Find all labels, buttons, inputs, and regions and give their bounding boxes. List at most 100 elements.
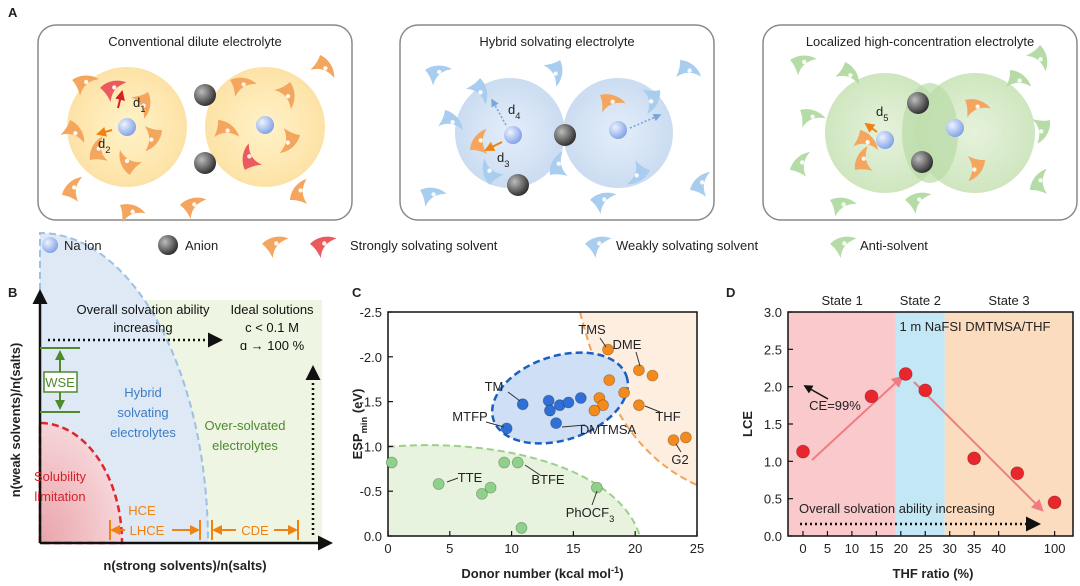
legend-label: Na ion bbox=[64, 238, 102, 253]
legend-label: Strongly solvating solvent bbox=[350, 238, 498, 253]
text-part: ESP bbox=[350, 433, 365, 459]
x-tick-label: 40 bbox=[991, 541, 1005, 556]
anion bbox=[194, 152, 216, 174]
solvent-body bbox=[274, 82, 295, 109]
anion bbox=[194, 84, 216, 106]
solvent-body bbox=[60, 120, 85, 143]
y-tick-label: 0.0 bbox=[364, 529, 382, 544]
text-part: min bbox=[359, 416, 369, 433]
solvent-dot bbox=[972, 167, 977, 172]
anti-region bbox=[388, 445, 640, 536]
solvent-dot bbox=[247, 154, 252, 159]
solvent-dot bbox=[274, 241, 279, 246]
solvent bbox=[642, 89, 661, 114]
state-region bbox=[788, 312, 896, 536]
data-point bbox=[550, 417, 562, 430]
x-tick-label: 5 bbox=[824, 541, 831, 556]
solvent-body bbox=[438, 110, 463, 131]
y-tick-label: 0.5 bbox=[764, 492, 782, 507]
data-point bbox=[967, 451, 982, 466]
solvent-dot bbox=[975, 104, 980, 109]
y-tick-label: -2.5 bbox=[360, 305, 382, 320]
box-title: Localized high-concentration electrolyte bbox=[806, 34, 1034, 49]
diagram-text: increasing bbox=[113, 320, 172, 335]
solvent bbox=[967, 156, 985, 182]
wse-box bbox=[43, 371, 78, 393]
solvent-body bbox=[131, 92, 151, 119]
solvent-dot bbox=[124, 158, 130, 164]
y-axis-label: n(weak solvents)/n(salts) bbox=[8, 343, 23, 498]
na-ion bbox=[504, 126, 522, 144]
diagram-text: electrolytes bbox=[110, 425, 176, 440]
trend-arrow bbox=[913, 381, 1044, 512]
solvent-dot bbox=[917, 197, 922, 202]
text-part: d bbox=[508, 102, 515, 117]
text-part: TMS bbox=[578, 322, 606, 337]
solvent-body bbox=[180, 197, 207, 220]
y-tick-label: 0.0 bbox=[764, 529, 782, 544]
state-label: State 1 bbox=[822, 293, 863, 308]
solvent bbox=[905, 192, 932, 215]
point-label: BTFE bbox=[531, 472, 565, 487]
x-tick-label: 10 bbox=[504, 541, 518, 556]
solvent-body bbox=[214, 120, 240, 138]
distance-label: d2 bbox=[98, 136, 110, 155]
x-tick-label: 25 bbox=[918, 541, 932, 556]
solvent-dot bbox=[192, 202, 197, 207]
distance-arrow bbox=[96, 126, 113, 137]
solvent-dot bbox=[810, 114, 815, 119]
distance-label: d1 bbox=[133, 95, 145, 114]
na-ion bbox=[118, 118, 136, 136]
solvent bbox=[965, 99, 991, 118]
solvent-body bbox=[590, 192, 617, 215]
solvent-body bbox=[290, 178, 308, 204]
diagram-text: Solubility bbox=[34, 469, 87, 484]
x-tick-label: 35 bbox=[967, 541, 981, 556]
solvent-body bbox=[830, 236, 857, 259]
solvent bbox=[1025, 45, 1048, 72]
solvent bbox=[119, 150, 142, 175]
solvent-dot bbox=[298, 188, 303, 193]
leader-line bbox=[485, 421, 505, 428]
solvent-body bbox=[62, 177, 83, 202]
state-label: State 3 bbox=[988, 293, 1029, 308]
solvent bbox=[279, 128, 300, 153]
solvent-body bbox=[425, 65, 452, 86]
x-tick-label: 30 bbox=[942, 541, 956, 556]
text-part: d bbox=[133, 95, 140, 110]
solvent-dot bbox=[553, 71, 558, 76]
text-part: TTE bbox=[458, 470, 483, 485]
y-tick-label: -0.5 bbox=[360, 484, 382, 499]
distance-label: d3 bbox=[497, 150, 509, 169]
data-point bbox=[898, 367, 913, 381]
wse-bracket bbox=[40, 347, 80, 413]
legend-label: Anti-solvent bbox=[860, 238, 928, 253]
solvent bbox=[60, 120, 85, 143]
solvent-dot bbox=[83, 79, 89, 85]
solvent-body bbox=[465, 78, 488, 105]
text-part: d bbox=[876, 104, 883, 119]
text-part: G2 bbox=[671, 452, 688, 467]
solvent-body bbox=[835, 62, 860, 85]
anti-boundary bbox=[387, 444, 641, 537]
data-point bbox=[484, 481, 497, 494]
leader-line bbox=[675, 443, 682, 453]
solvent-body bbox=[482, 158, 505, 185]
x-tick-label: 0 bbox=[799, 541, 806, 556]
y-axis-label: LCE bbox=[740, 411, 755, 437]
strong-boundary bbox=[579, 311, 698, 486]
solvent-dot bbox=[597, 241, 602, 246]
diagram-text: HCE bbox=[128, 503, 156, 518]
text-part: DME bbox=[613, 337, 642, 352]
solvent-dot bbox=[149, 137, 154, 142]
solvent bbox=[590, 192, 617, 215]
x-tick-label: 20 bbox=[628, 541, 642, 556]
text-part: MTFP bbox=[452, 409, 487, 424]
y-tick-label: -1.0 bbox=[360, 439, 382, 454]
data-point bbox=[646, 369, 659, 382]
solvent-body bbox=[853, 130, 878, 151]
solvent-body bbox=[585, 236, 612, 259]
x-tick-label: 10 bbox=[845, 541, 859, 556]
solvent-body bbox=[262, 236, 289, 259]
data-point bbox=[603, 374, 616, 386]
